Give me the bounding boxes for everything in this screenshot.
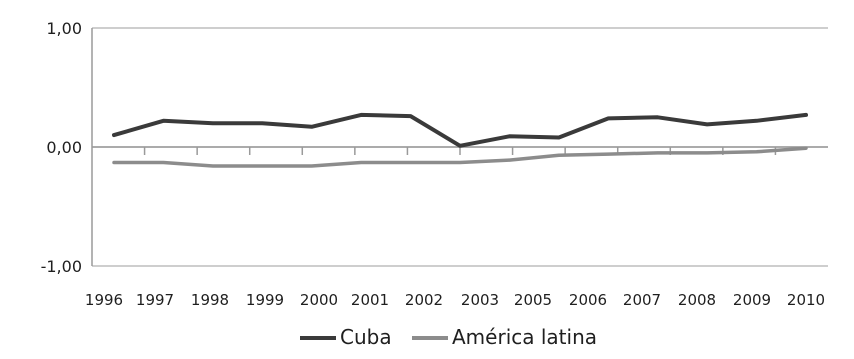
legend-label: Cuba <box>340 325 392 349</box>
series-line-cuba <box>112 112 808 148</box>
x-tick-label: 2010 <box>787 291 825 309</box>
x-tick-label: 2008 <box>678 291 716 309</box>
series-line-america-latina <box>112 146 808 168</box>
legend-label: América latina <box>452 325 597 349</box>
x-tick-label: 1998 <box>191 291 229 309</box>
x-tick-label: 2005 <box>514 291 552 309</box>
x-tick-label: 2000 <box>300 291 338 309</box>
x-tick-label: 2002 <box>405 291 443 309</box>
x-tick-label: 1999 <box>246 291 284 309</box>
x-tick-label: 2001 <box>351 291 389 309</box>
x-tick-label: 2006 <box>569 291 607 309</box>
y-tick-label: -1,00 <box>41 257 82 276</box>
x-tick-label: 2009 <box>733 291 771 309</box>
x-tick-label: 2003 <box>461 291 499 309</box>
y-tick-label: 0,00 <box>46 138 82 157</box>
x-tick-label: 1996 <box>85 291 123 309</box>
y-tick-label: 1,00 <box>46 19 82 38</box>
x-tick-label: 1997 <box>136 291 174 309</box>
x-tick-label: 2007 <box>623 291 661 309</box>
